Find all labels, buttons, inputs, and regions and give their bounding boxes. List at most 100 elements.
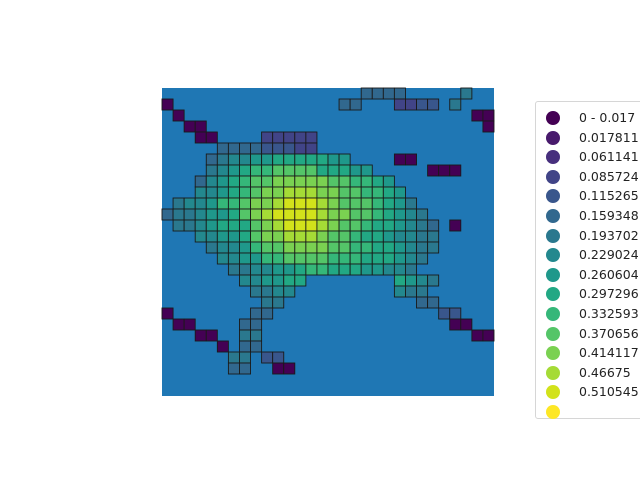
- heatmap-cell: [371, 263, 384, 276]
- heatmap-cell: [161, 307, 174, 320]
- heatmap-cell: [294, 263, 307, 276]
- heatmap-cell: [283, 153, 296, 166]
- heatmap-cell: [316, 197, 329, 210]
- legend-label: 0.159348: [579, 208, 639, 223]
- heatmap-cell: [172, 109, 185, 122]
- heatmap-cell: [438, 164, 451, 177]
- heatmap-cell: [427, 296, 440, 309]
- heatmap-cell: [239, 153, 251, 166]
- heatmap-cell: [250, 175, 263, 188]
- heatmap-cell: [416, 219, 429, 232]
- heatmap-cell: [283, 164, 296, 177]
- heatmap-cell: [305, 142, 318, 155]
- heatmap-cell: [283, 362, 296, 375]
- heatmap-cell: [327, 197, 340, 210]
- heatmap-cell: [482, 329, 495, 342]
- heatmap-cell: [416, 98, 429, 111]
- heatmap-cell: [316, 164, 329, 177]
- heatmap-cell: [349, 219, 362, 232]
- heatmap-cell: [239, 175, 251, 188]
- heatmap-cell: [393, 87, 406, 100]
- legend-entry: 0.510545: [536, 382, 640, 402]
- heatmap-cell: [272, 230, 285, 243]
- heatmap-cell: [194, 219, 207, 232]
- heatmap-cell: [261, 241, 274, 254]
- heatmap-cell: [393, 98, 406, 111]
- heatmap-cell: [272, 296, 285, 309]
- legend-label: 0.193702: [579, 227, 639, 243]
- heatmap-cell: [250, 197, 263, 210]
- legend-marker-icon: [546, 169, 560, 184]
- heatmap-cell: [172, 208, 185, 221]
- heatmap-cell: [194, 208, 207, 221]
- heatmap-cell: [250, 329, 263, 342]
- heatmap-cell: [272, 274, 285, 287]
- heatmap-cell: [283, 219, 296, 232]
- heatmap-cell: [261, 208, 274, 221]
- heatmap-cell: [382, 208, 395, 221]
- heatmap-cell: [405, 230, 417, 243]
- heatmap-cell: [405, 263, 417, 276]
- heatmap-cell: [316, 241, 329, 254]
- heatmap-cell: [250, 153, 263, 166]
- heatmap-cell: [283, 142, 296, 155]
- legend-entry: 0.260604: [536, 265, 640, 285]
- heatmap-cell: [382, 241, 395, 254]
- heatmap-cell: [250, 274, 263, 287]
- heatmap-cell: [316, 208, 329, 221]
- heatmap-cell: [371, 241, 384, 254]
- heatmap-cell: [216, 252, 229, 265]
- heatmap-cell: [183, 219, 196, 232]
- heatmap-cell: [371, 87, 384, 100]
- heatmap-cell: [283, 131, 296, 144]
- heatmap-cell: [205, 164, 218, 177]
- heatmap-cell: [205, 175, 218, 188]
- heatmap-cell: [272, 175, 285, 188]
- heatmap-cell: [261, 197, 274, 210]
- heatmap-cell: [227, 362, 240, 375]
- heatmap-cell: [239, 186, 251, 199]
- heatmap-cell: [460, 87, 473, 100]
- heatmap-cell: [294, 274, 307, 287]
- heatmap-cell: [239, 241, 251, 254]
- heatmap-cell: [272, 252, 285, 265]
- heatmap-cell: [239, 208, 251, 221]
- heatmap-cell: [272, 142, 285, 155]
- heatmap-cell: [205, 219, 218, 232]
- heatmap-cell: [416, 274, 429, 287]
- heatmap-cell: [316, 186, 329, 199]
- heatmap-cell: [205, 208, 218, 221]
- heatmap-cell: [239, 230, 251, 243]
- heatmap-cell: [371, 186, 384, 199]
- heatmap-cell: [349, 263, 362, 276]
- heatmap-cell: [349, 241, 362, 254]
- heatmap-cell: [371, 175, 384, 188]
- heatmap-cell: [405, 98, 417, 111]
- heatmap-cell: [338, 263, 351, 276]
- heatmap-cell: [261, 131, 274, 144]
- heatmap-cell: [172, 197, 185, 210]
- heatmap-cell: [416, 285, 429, 298]
- heatmap-cell: [305, 208, 318, 221]
- heatmap-cell: [338, 186, 351, 199]
- heatmap-cell: [382, 186, 395, 199]
- heatmap-cell: [283, 186, 296, 199]
- heatmap-cell: [471, 329, 484, 342]
- heatmap-cell: [272, 351, 285, 364]
- legend-marker-icon: [546, 130, 560, 145]
- heatmap-cell: [382, 263, 395, 276]
- legend-marker-icon: [546, 189, 560, 204]
- heatmap-cell: [393, 274, 406, 287]
- heatmap-cell: [261, 186, 274, 199]
- heatmap-cell: [194, 120, 207, 133]
- legend-marker-icon: [546, 405, 560, 419]
- heatmap-cell: [261, 142, 274, 155]
- heatmap-cell: [360, 241, 373, 254]
- heatmap-cell: [405, 252, 417, 265]
- heatmap-cell: [438, 307, 451, 320]
- heatmap-cell: [250, 340, 263, 353]
- heatmap-cell: [349, 186, 362, 199]
- heatmap-cell: [360, 219, 373, 232]
- heatmap-cell: [338, 252, 351, 265]
